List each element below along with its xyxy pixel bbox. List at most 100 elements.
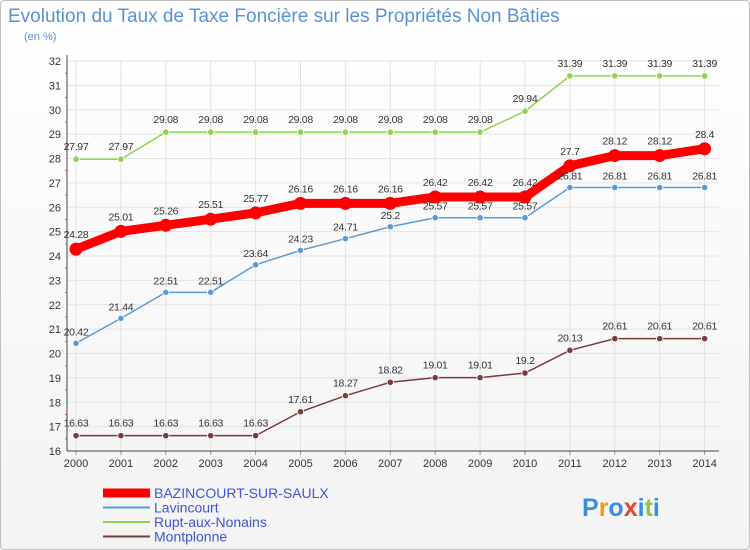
data-point: [563, 159, 577, 173]
legend: BAZINCOURT-SUR-SAULXLavincourtRupt-aux-N…: [103, 485, 329, 545]
y-tick-label: 24: [49, 251, 61, 263]
axes: 16 17 18 19 20 21 22 23 24 25 26 27 28 29 30 31 32 2000 20…: [49, 55, 719, 470]
data-point: [162, 432, 170, 440]
data-point: [296, 408, 305, 416]
data-label: 25.57: [513, 201, 538, 213]
y-tick-label: 18: [49, 397, 61, 409]
y-tick-label: 23: [49, 275, 61, 287]
data-label: 21.44: [109, 301, 134, 313]
data-label: 24.23: [288, 233, 313, 245]
x-tick-label: 2004: [243, 458, 267, 470]
series: [69, 72, 712, 440]
data-label: 31.39: [602, 58, 627, 70]
x-tick-label: 2002: [154, 458, 178, 470]
x-tick-label: 2003: [198, 458, 222, 470]
data-label: 29.08: [153, 114, 178, 126]
data-label: 29.08: [378, 114, 403, 126]
y-tick-label: 17: [49, 422, 61, 434]
data-point: [521, 107, 529, 115]
data-label: 22.51: [198, 275, 223, 287]
data-label: 28.12: [647, 136, 672, 148]
data-label: 19.2: [515, 355, 535, 367]
data-label: 26.42: [513, 177, 538, 189]
data-label: 16.63: [64, 418, 89, 430]
logo-letter: P: [582, 494, 599, 522]
data-point: [252, 261, 260, 269]
data-label: 31.39: [692, 58, 717, 70]
data-point: [386, 223, 394, 231]
data-point: [252, 432, 260, 440]
proxiti-logo: Proxiti: [582, 494, 660, 522]
data-point: [608, 149, 622, 163]
logo-letter: i: [638, 494, 645, 522]
data-label: 25.57: [423, 201, 448, 213]
data-label: 25.2: [381, 210, 401, 222]
data-label: 25.26: [153, 205, 178, 217]
data-point: [431, 374, 439, 382]
logo-letter: x: [624, 494, 638, 522]
data-label: 26.42: [468, 177, 493, 189]
data-label: 25.51: [198, 199, 223, 211]
data-label: 27.97: [109, 141, 134, 153]
data-point: [294, 196, 307, 210]
data-point: [207, 288, 215, 296]
data-label: 26.81: [647, 171, 672, 183]
data-point: [476, 214, 484, 222]
data-point: [341, 235, 349, 243]
x-tick-label: 2008: [423, 458, 447, 470]
y-tick-label: 16: [49, 446, 61, 458]
data-point: [162, 288, 170, 296]
data-label: 16.63: [198, 418, 223, 430]
data-point: [386, 128, 394, 136]
chart-subtitle: (en %): [24, 31, 56, 43]
data-point: [611, 335, 619, 343]
data-point: [566, 183, 574, 192]
y-tick-label: 19: [49, 373, 61, 385]
data-point: [473, 190, 487, 204]
x-tick-label: 2000: [64, 458, 88, 470]
data-point: [653, 149, 667, 163]
y-tick-label: 30: [49, 105, 61, 117]
x-tick-label: 2010: [513, 458, 537, 470]
y-tick-label: 29: [49, 129, 61, 141]
data-point: [117, 314, 125, 322]
data-point: [296, 128, 305, 136]
data-point: [656, 183, 664, 192]
data-point: [72, 339, 80, 347]
data-point: [72, 155, 80, 163]
data-point: [341, 128, 349, 136]
data-point: [698, 142, 712, 156]
data-point: [383, 196, 397, 210]
data-point: [566, 346, 574, 354]
logo-letter: o: [608, 494, 623, 522]
y-tick-label: 28: [49, 154, 61, 166]
logo-letter: t: [645, 494, 654, 522]
legend-label: Lavincourt: [154, 500, 219, 516]
legend-label: Montplonne: [154, 529, 227, 545]
data-point: [476, 128, 484, 136]
x-tick-label: 2013: [647, 458, 671, 470]
data-point: [69, 242, 83, 256]
data-label: 19.01: [423, 360, 448, 372]
data-point: [656, 335, 664, 343]
series-rupt-aux-nonains: [72, 72, 709, 163]
data-label: 16.63: [243, 418, 268, 430]
data-point: [207, 128, 215, 136]
x-tick-label: 2007: [378, 458, 402, 470]
logo-letter: i: [653, 494, 660, 522]
data-point: [656, 72, 664, 80]
data-label: 29.08: [423, 114, 448, 126]
data-label: 26.16: [333, 183, 358, 195]
data-point: [566, 72, 574, 80]
data-label: 29.08: [288, 114, 313, 126]
data-label: 27.7: [560, 146, 580, 158]
data-label: 28.4: [695, 129, 715, 141]
y-tick-label: 26: [49, 202, 61, 214]
data-point: [431, 128, 439, 136]
data-label: 24.71: [333, 222, 358, 234]
logo-letter: r: [599, 494, 609, 522]
data-label: 25.57: [468, 201, 493, 213]
data-point: [338, 196, 352, 210]
data-label: 29.08: [468, 114, 493, 126]
